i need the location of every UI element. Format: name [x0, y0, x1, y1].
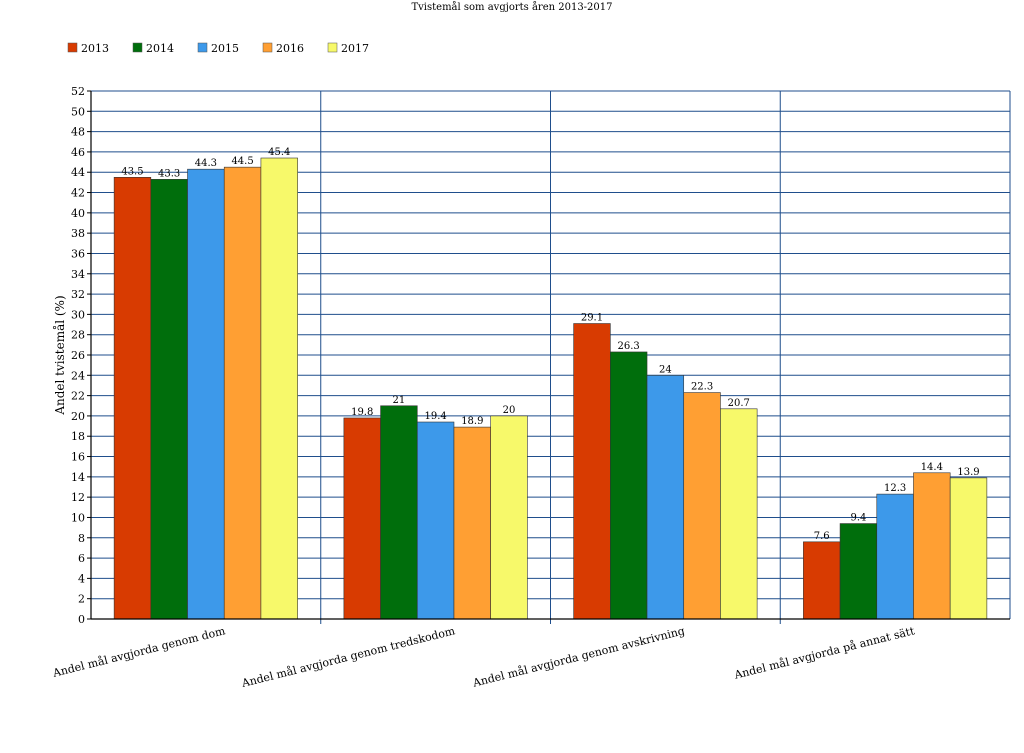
bars — [113, 157, 988, 620]
data-label-2015-cat-0: 44.3 — [195, 158, 217, 169]
y-tick-label: 42 — [71, 187, 85, 200]
axes — [90, 91, 1010, 620]
bar-2015-cat-3 — [876, 493, 914, 620]
bar-2013-cat-2 — [573, 323, 611, 620]
y-tick-label: 32 — [71, 288, 85, 301]
bar-2013-cat-0 — [113, 177, 152, 620]
data-label-2014-cat-2: 26.3 — [618, 341, 640, 352]
y-tick-label: 52 — [71, 85, 85, 98]
y-tick-label: 14 — [71, 471, 85, 484]
legend-label-2017: 2017 — [341, 42, 369, 55]
y-tick-label: 44 — [71, 166, 85, 179]
category-label-1: Andel mål avgjorda genom tredskodom — [239, 624, 456, 690]
bar-2017-cat-2 — [720, 408, 758, 620]
bar-2016-cat-0 — [223, 166, 262, 620]
bar-2013-cat-1 — [343, 417, 381, 620]
bar-2015-cat-2 — [646, 375, 685, 620]
category-label-0: Andel mål avgjorda genom dom — [51, 624, 227, 680]
legend-label-2016: 2016 — [276, 42, 304, 55]
bar-2013-cat-3 — [803, 541, 841, 620]
bar-2014-cat-1 — [380, 405, 418, 620]
y-tick-label: 10 — [71, 511, 85, 524]
legend-swatch-2013 — [67, 42, 78, 53]
data-label-2013-cat-2: 29.1 — [581, 313, 603, 324]
y-tick-label: 16 — [71, 451, 85, 464]
bar-2014-cat-2 — [610, 351, 648, 620]
bar-2016-cat-1 — [453, 426, 491, 620]
y-tick-label: 24 — [71, 369, 85, 382]
y-tick-label: 36 — [71, 247, 85, 260]
legend-label-2014: 2014 — [146, 42, 174, 55]
bar-2017-cat-1 — [490, 415, 528, 620]
y-tick-label: 48 — [71, 126, 85, 139]
y-tick-label: 46 — [71, 146, 85, 159]
data-label-2016-cat-0: 44.5 — [231, 156, 253, 167]
category-label-2: Andel mål avgjorda genom avskrivning — [471, 624, 686, 690]
legend-swatch-2016 — [262, 42, 273, 53]
data-label-2016-cat-3: 14.4 — [921, 462, 943, 473]
y-tick-label: 8 — [78, 532, 85, 545]
chart-title: Tvistemål som avgjorts åren 2013-2017 — [411, 1, 612, 13]
y-axis-ticks: 0246810121416182022242628303234363840424… — [71, 85, 91, 626]
legend-swatch-2017 — [327, 42, 338, 53]
data-label-2014-cat-3: 9.4 — [850, 513, 866, 524]
data-label-2017-cat-2: 20.7 — [728, 398, 750, 409]
data-labels: 43.5 43.3 44.3 44.5 45.4 19.8 21 19.4 18.9 20 29.1… — [121, 147, 979, 542]
y-tick-label: 20 — [71, 410, 85, 423]
data-label-2015-cat-3: 12.3 — [884, 483, 906, 494]
y-tick-label: 18 — [71, 430, 85, 443]
data-label-2015-cat-1: 19.4 — [424, 411, 446, 422]
y-tick-label: 12 — [71, 491, 85, 504]
legend: 2013 2014 2015 2016 2017 — [67, 42, 369, 55]
y-tick-label: 34 — [71, 268, 85, 281]
y-tick-label: 30 — [71, 308, 85, 321]
bar-2016-cat-2 — [683, 392, 721, 620]
data-label-2017-cat-0: 45.4 — [268, 147, 290, 158]
y-tick-label: 2 — [78, 593, 85, 606]
data-label-2013-cat-0: 43.5 — [121, 166, 143, 177]
bar-2017-cat-3 — [949, 477, 988, 620]
y-tick-label: 4 — [78, 572, 85, 585]
data-label-2016-cat-1: 18.9 — [461, 416, 483, 427]
bar-2015-cat-0 — [187, 168, 225, 620]
data-label-2013-cat-3: 7.6 — [814, 531, 830, 542]
y-tick-label: 6 — [78, 552, 85, 565]
y-tick-label: 50 — [71, 105, 85, 118]
bar-2014-cat-3 — [839, 523, 878, 620]
data-label-2016-cat-2: 22.3 — [691, 382, 713, 393]
y-tick-label: 38 — [71, 227, 85, 240]
legend-swatch-2014 — [132, 42, 143, 53]
bar-2017-cat-0 — [260, 157, 298, 620]
bar-2014-cat-0 — [150, 179, 188, 620]
legend-label-2015: 2015 — [211, 42, 239, 55]
category-labels: Andel mål avgjorda genom dom Andel mål av… — [51, 624, 917, 690]
y-tick-label: 0 — [78, 613, 85, 626]
data-label-2013-cat-1: 19.8 — [351, 407, 373, 418]
data-label-2017-cat-1: 20 — [503, 405, 516, 416]
legend-label-2013: 2013 — [81, 42, 109, 55]
y-tick-label: 40 — [71, 207, 85, 220]
data-label-2015-cat-2: 24 — [659, 364, 672, 375]
legend-swatch-2015 — [197, 42, 208, 53]
data-label-2017-cat-3: 13.9 — [957, 467, 979, 478]
y-axis-label: Andel tvistemål (%) — [52, 295, 67, 415]
y-tick-label: 28 — [71, 329, 85, 342]
category-label-3: Andel mål avgjorda på annat sätt — [732, 624, 916, 682]
data-label-2014-cat-0: 43.3 — [158, 168, 180, 179]
data-label-2014-cat-1: 21 — [393, 395, 406, 406]
bar-2016-cat-3 — [913, 472, 951, 620]
y-tick-label: 26 — [71, 349, 85, 362]
bar-2015-cat-1 — [416, 421, 455, 620]
y-tick-label: 22 — [71, 390, 85, 403]
